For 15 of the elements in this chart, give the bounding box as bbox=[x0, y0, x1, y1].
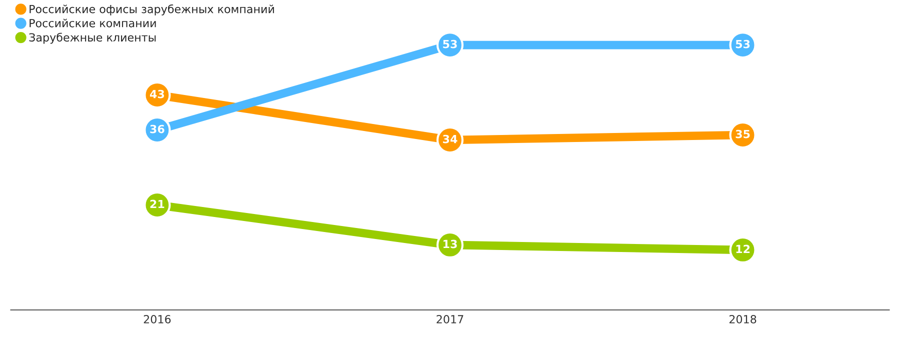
data-label: 34 bbox=[443, 134, 458, 144]
data-label: 12 bbox=[736, 244, 750, 254]
data-label: 53 bbox=[443, 40, 457, 48]
legend-label: Российские компании bbox=[30, 18, 156, 28]
data-label: 21 bbox=[150, 200, 164, 208]
data-label: 36 bbox=[150, 124, 164, 134]
data-label: 35 bbox=[736, 130, 750, 138]
data-label: 13 bbox=[444, 240, 457, 248]
x-tick-label: 2018 bbox=[729, 315, 756, 324]
x-tick-label: 2016 bbox=[144, 315, 171, 324]
legend-label: Российские офисы зарубежных компаний bbox=[30, 4, 274, 16]
data-label: 43 bbox=[150, 90, 164, 98]
data-label: 53 bbox=[736, 40, 750, 48]
x-tick-label: 2017 bbox=[436, 315, 464, 324]
legend-label: Зарубежные клиенты bbox=[29, 32, 156, 44]
